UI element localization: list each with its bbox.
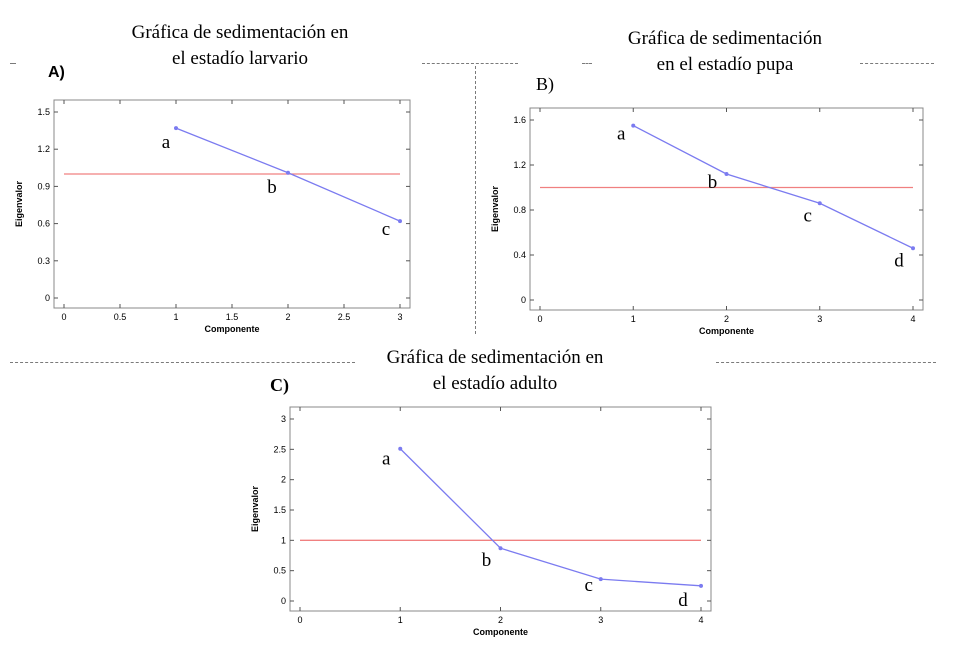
adulto-xtick-label: 3 — [598, 615, 603, 625]
separator-vertical — [475, 66, 476, 334]
larvario-xtick-label: 0 — [61, 312, 66, 322]
adulto-ytick-label: 2.5 — [273, 444, 286, 454]
adulto-ytick-label: 0 — [281, 596, 286, 606]
larvario-xtick-label: 2.5 — [338, 312, 351, 322]
larvario-ytick-label: 1.5 — [37, 107, 50, 117]
pupa-ytick-label: 0.8 — [513, 205, 526, 215]
pupa-ytick-label: 0.4 — [513, 250, 526, 260]
larvario-data-point — [286, 170, 290, 175]
larvario-xaxis-label: Componente — [205, 324, 260, 334]
adulto-point-label: d — [678, 590, 688, 611]
panel-b-title: Gráfica de sedimentación en el estadío p… — [575, 26, 875, 78]
pupa-data-point — [631, 123, 636, 128]
larvario-ytick-label: 0.6 — [37, 219, 50, 229]
adulto-point-label: b — [482, 550, 492, 571]
larvario-point-label: b — [267, 177, 277, 198]
pupa-plot-frame — [529, 107, 924, 311]
pupa-ytick-label: 1.6 — [513, 115, 526, 125]
panel-c-title: Gráfica de sedimentación en el estadío a… — [345, 345, 645, 397]
adulto-point-label: a — [382, 449, 391, 470]
adulto-plot-frame — [289, 406, 712, 612]
separator-top-left — [10, 63, 16, 64]
larvario-xtick-label: 3 — [397, 312, 402, 322]
panel-b-title-line-2: en el estadío pupa — [656, 54, 794, 75]
pupa-xaxis-label: Componente — [699, 326, 754, 336]
panel-c-title-line-2: el estadío adulto — [432, 373, 558, 394]
larvario-point-label: a — [162, 132, 171, 153]
adulto-xtick-label: 1 — [398, 615, 403, 625]
adulto-ytick-label: 0.5 — [273, 566, 286, 576]
panel-a-title-line-2: el estadío larvario — [171, 48, 309, 69]
larvario-ytick-label: 1.2 — [37, 144, 50, 154]
panel-c-label: C) — [270, 375, 289, 395]
separator-top-mid2 — [582, 63, 592, 64]
adulto-xtick-label: 2 — [498, 615, 503, 625]
pupa-xtick-label: 4 — [910, 314, 915, 324]
panel-a-title-line-1: Gráfica de sedimentación en — [131, 22, 349, 43]
panel-a-label: A) — [48, 64, 65, 81]
separator-top-mid — [422, 63, 518, 64]
pupa-ytick-label: 0 — [521, 295, 526, 305]
adulto-ytick-label: 1 — [281, 535, 286, 545]
adulto-series-line — [399, 448, 702, 587]
adulto-xtick-label: 4 — [698, 615, 703, 625]
separator-top-right — [860, 63, 934, 64]
pupa-xtick-label: 0 — [537, 314, 542, 324]
pupa-ytick-label: 1.2 — [513, 160, 526, 170]
pupa-point-label: b — [708, 172, 718, 193]
pupa-data-point — [911, 246, 915, 251]
larvario-xtick-label: 2 — [285, 312, 290, 322]
pupa-point-label: a — [617, 124, 626, 145]
separator-middle-left — [10, 362, 355, 363]
adulto-ytick-label: 2 — [281, 475, 286, 485]
larvario-point-label: c — [382, 219, 390, 240]
adulto-point-label: c — [585, 575, 593, 596]
adulto-ytick-label: 1.5 — [273, 505, 286, 515]
larvario-ytick-label: 0 — [45, 293, 50, 303]
pupa-yaxis-label: Eigenvalor — [490, 185, 500, 232]
pupa-series-line — [632, 125, 914, 249]
adulto-xaxis-label: Componente — [473, 627, 528, 637]
larvario-xtick-label: 0.5 — [114, 312, 127, 322]
panel-c-title-line-1: Gráfica de sedimentación en — [386, 347, 604, 368]
pupa-xtick-label: 1 — [631, 314, 636, 324]
larvario-xtick-label: 1.5 — [226, 312, 239, 322]
larvario-data-point — [174, 126, 178, 131]
panel-b-label: B) — [536, 74, 554, 94]
larvario-data-point — [398, 219, 402, 224]
pupa-xtick-label: 3 — [817, 314, 822, 324]
panel-a-title: Gráfica de sedimentación en el estadío l… — [90, 20, 390, 72]
separator-middle-right — [716, 362, 936, 363]
adulto-data-point — [398, 446, 403, 451]
pupa-xtick-label: 2 — [724, 314, 729, 324]
adulto-data-point — [699, 583, 703, 588]
adulto-data-point — [598, 577, 603, 582]
adulto-ytick-label: 3 — [281, 414, 286, 424]
larvario-xtick-label: 1 — [173, 312, 178, 322]
pupa-data-point — [817, 201, 822, 206]
pupa-data-point — [724, 172, 729, 176]
pupa-point-label: d — [894, 250, 904, 271]
adulto-yaxis-label: Eigenvalor — [250, 485, 260, 532]
adulto-xtick-label: 0 — [297, 615, 302, 625]
larvario-yaxis-label: Eigenvalor — [14, 180, 24, 227]
panel-b-title-line-1: Gráfica de sedimentación — [627, 28, 823, 49]
pupa-point-label: c — [804, 205, 812, 226]
larvario-ytick-label: 0.9 — [37, 181, 50, 191]
larvario-plot-frame — [53, 99, 411, 309]
adulto-data-point — [498, 546, 503, 551]
larvario-ytick-label: 0.3 — [37, 256, 50, 266]
